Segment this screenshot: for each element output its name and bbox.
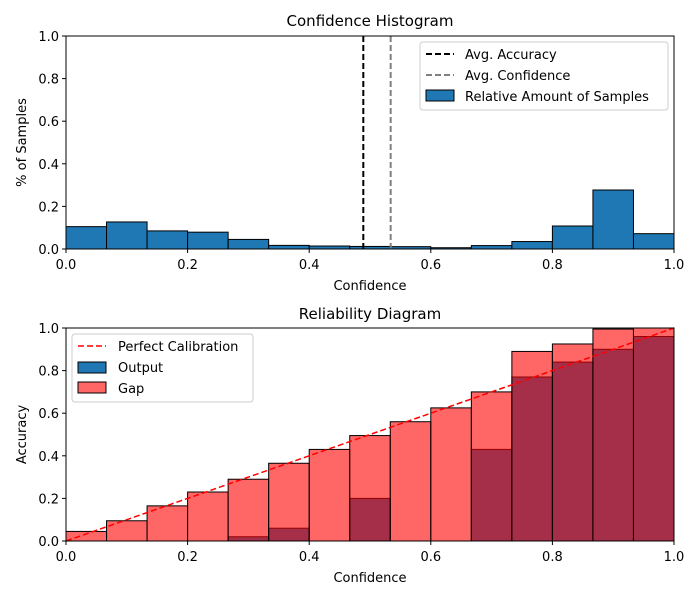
histogram-x-label: Confidence	[333, 279, 406, 294]
histogram-x-tick-label: 0.4	[299, 258, 320, 273]
histogram-y-label: % of Samples	[15, 98, 30, 187]
reliability-y-ticks: 0.0 0.2 0.4 0.6 0.8 1.0	[38, 322, 66, 550]
reliability-x-ticks: 0.0 0.2 0.4 0.6 0.8 1.0	[56, 541, 685, 565]
gap-bar	[430, 407, 472, 542]
histogram-legend-box	[419, 41, 669, 111]
gap-bar	[187, 491, 229, 542]
histogram-x-tick-label: 0.2	[177, 258, 198, 273]
gap-bar	[146, 505, 189, 542]
histogram-bar	[146, 230, 189, 250]
histogram-bar	[187, 231, 229, 250]
reliability-x-tick-label: 0.4	[299, 550, 320, 565]
reliability-x-tick-label: 1.0	[664, 550, 685, 565]
histogram-bar	[632, 233, 675, 250]
reliability-x-tick-label: 0.2	[177, 550, 198, 565]
histogram-bar	[470, 245, 513, 250]
gap-bar	[65, 530, 108, 542]
reliability-x-label: Confidence	[333, 571, 406, 586]
histogram-bar	[227, 238, 270, 250]
histogram-y-tick-label: 0.4	[38, 158, 59, 173]
reliability-y-tick-label: 0.0	[38, 535, 59, 550]
histogram-x-tick-label: 0.6	[420, 258, 441, 273]
gap-legend-label: Gap	[118, 382, 144, 397]
gap-bar	[592, 328, 634, 542]
output-legend-label: Output	[118, 361, 163, 376]
samples-legend-handle	[425, 89, 455, 102]
histogram-bar	[268, 244, 310, 250]
perfect-calibration-line	[65, 327, 675, 542]
histogram-bar	[106, 221, 148, 250]
histogram-y-tick-label: 0.2	[38, 200, 59, 215]
gap-bar	[308, 448, 351, 542]
reliability-y-tick-label: 0.4	[38, 450, 59, 465]
perfect-calibration-legend-label: Perfect Calibration	[118, 340, 238, 355]
reliability-legend-box	[71, 333, 254, 403]
histogram-legend: Avg. Accuracy Avg. Confidence Relative A…	[419, 41, 669, 111]
gap-bar	[227, 478, 270, 542]
reliability-legend: Perfect Calibration Output Gap	[71, 333, 254, 403]
histogram-y-tick-label: 0.8	[38, 73, 59, 88]
gap-bar	[268, 462, 310, 542]
gap-bar	[551, 343, 594, 542]
gap-bar	[349, 435, 391, 542]
histogram-x-tick-label: 0.0	[56, 258, 77, 273]
histogram-x-tick-label: 0.8	[542, 258, 563, 273]
histogram-bar	[592, 189, 634, 250]
output-legend-handle	[77, 361, 107, 374]
histogram-y-ticks: 0.0 0.2 0.4 0.6 0.8 1.0	[38, 30, 66, 258]
reliability-y-label: Accuracy	[15, 405, 30, 465]
histogram-bar	[551, 225, 594, 250]
reliability-y-tick-label: 0.8	[38, 365, 59, 380]
gap-bar	[632, 327, 675, 542]
histogram-x-tick-label: 1.0	[664, 258, 685, 273]
gap-legend-handle	[77, 381, 107, 394]
gap-bar	[511, 350, 553, 542]
reliability-title: Reliability Diagram	[299, 305, 441, 323]
histogram-y-tick-label: 1.0	[38, 30, 59, 45]
reliability-x-tick-label: 0.0	[56, 550, 77, 565]
samples-legend-label: Relative Amount of Samples	[465, 90, 649, 105]
histogram-bar	[511, 241, 553, 250]
reliability-y-tick-label: 0.2	[38, 492, 59, 507]
avg-accuracy-legend-label: Avg. Accuracy	[465, 48, 557, 63]
reliability-diagram-panel: Reliability Diagram 0.0 0.2 0.4 0.6 0.8 1.0 0…	[15, 305, 684, 586]
histogram-bar	[65, 226, 108, 250]
confidence-histogram-panel: Confidence Histogram 0.0 0.2 0.4 0.6 0.8 1.0 …	[15, 12, 684, 294]
gap-bar	[106, 520, 148, 542]
histogram-x-ticks: 0.0 0.2 0.4 0.6 0.8 1.0	[56, 249, 685, 273]
reliability-x-tick-label: 0.8	[542, 550, 563, 565]
avg-confidence-legend-label: Avg. Confidence	[465, 69, 570, 84]
histogram-y-tick-label: 0.0	[38, 243, 59, 258]
histogram-axes-frame	[65, 35, 675, 250]
reliability-y-tick-label: 1.0	[38, 322, 59, 337]
reliability-axes-frame	[65, 327, 675, 542]
reliability-y-tick-label: 0.6	[38, 407, 59, 422]
histogram-y-tick-label: 0.6	[38, 115, 59, 130]
reliability-bars	[65, 327, 675, 542]
reliability-x-tick-label: 0.6	[420, 550, 441, 565]
gap-bar	[389, 421, 432, 542]
gap-bar	[470, 391, 513, 542]
histogram-title: Confidence Histogram	[287, 12, 454, 30]
